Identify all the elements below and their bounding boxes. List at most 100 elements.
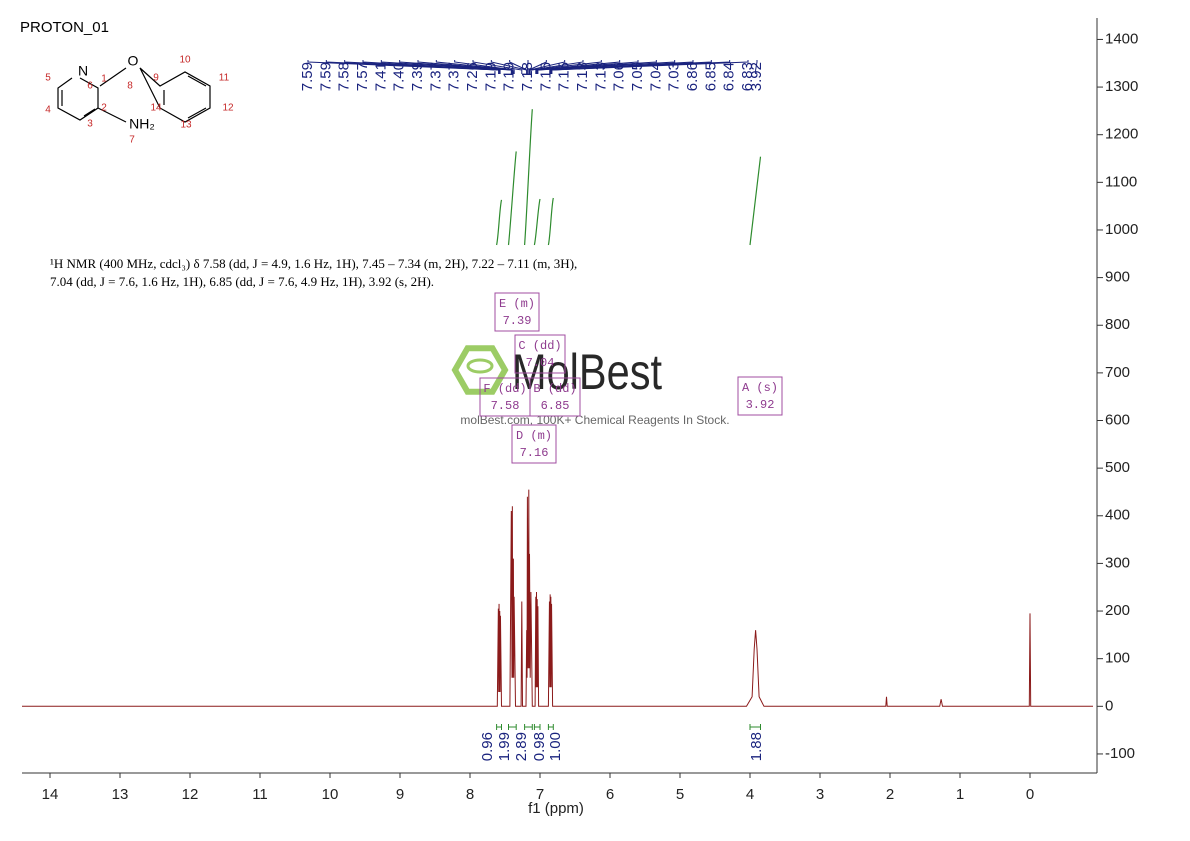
atom-number: 11 (219, 73, 230, 84)
peak-label: 7.13 (592, 62, 609, 91)
peak-leader (526, 60, 529, 74)
y-tick-label: 1400 (1105, 30, 1138, 47)
peak-label: 6.84 (721, 62, 738, 91)
y-tick-label: 1300 (1105, 78, 1138, 95)
x-tick-label: 10 (322, 786, 339, 803)
y-tick-label: 1000 (1105, 221, 1138, 238)
peak-label: 7.03 (666, 62, 683, 91)
atom-number: 12 (222, 103, 234, 114)
peak-leader (755, 60, 758, 74)
x-tick-label: 0 (1026, 786, 1034, 803)
peak-label: 6.83 (739, 62, 756, 91)
x-tick-label: 2 (886, 786, 894, 803)
y-tick-label: 700 (1105, 364, 1130, 381)
integral-bracket (496, 724, 502, 730)
peak-label: 7.26 (464, 62, 481, 91)
peak-label: 7.06 (611, 62, 628, 91)
x-tick-label: 3 (816, 786, 824, 803)
watermark-logo (466, 358, 494, 374)
integral-bracket (533, 724, 541, 730)
integral-bracket (547, 724, 554, 730)
integral-label: 1.99 (496, 732, 513, 761)
atom-number: 14 (150, 103, 162, 114)
integral-bracket (508, 724, 517, 730)
x-tick-label: 13 (112, 786, 129, 803)
peak-label: 6.86 (684, 62, 701, 91)
atom-label: NH₂ (129, 116, 155, 132)
peak-label: 7.37 (446, 62, 463, 91)
peak-leader (535, 60, 621, 74)
peak-leader (472, 60, 523, 74)
x-tick-label: 11 (252, 786, 268, 803)
atom-number: 4 (45, 105, 51, 116)
watermark-title: MolBest (512, 344, 662, 400)
description: 7.04 (dd, J = 7.6, 1.6 Hz, 1H), 6.85 (dd… (50, 274, 434, 289)
multiplet-name: A (s) (742, 381, 778, 395)
peak-label: 3.92 (748, 62, 765, 91)
integral-curve (524, 109, 533, 246)
atom-label: O (128, 53, 139, 69)
multiplet-shift: 7.39 (503, 314, 532, 328)
x-tick-label: 9 (396, 786, 404, 803)
peak-leader (551, 60, 749, 74)
multiplet-name: F (dd) (483, 382, 526, 396)
x-axis-label: f1 (ppm) (528, 800, 584, 817)
x-tick-label: 1 (956, 786, 964, 803)
atom-number: 5 (45, 73, 51, 84)
multiplet-shift: 7.58 (491, 399, 520, 413)
peak-label: 7.40 (391, 62, 408, 91)
peak-leader (530, 60, 602, 74)
atom-label: N (78, 63, 88, 79)
x-tick-label: 14 (42, 786, 59, 803)
integral-label: 1.00 (547, 732, 564, 761)
integral-bracket (749, 724, 761, 730)
watermark-logo (451, 345, 509, 395)
atom-number: 10 (179, 55, 191, 66)
peak-label: 7.59 (299, 62, 316, 91)
peak-leader (362, 60, 501, 74)
multiplet-name: B (dd) (533, 382, 576, 396)
description: ¹H NMR (400 MHz, cdcl₃) δ 7.58 (dd, J = … (50, 256, 577, 271)
peak-leader (536, 60, 657, 74)
multiplet-box (529, 377, 581, 417)
peak-label: 7.57 (354, 62, 371, 91)
atom-number: 3 (87, 119, 93, 130)
multiplet-box (514, 334, 566, 374)
atom-number: 6 (87, 81, 93, 92)
atom-number: 8 (127, 81, 133, 92)
integral-label: 0.96 (479, 732, 496, 761)
peak-label: 7.19 (482, 62, 499, 91)
y-tick-label: 100 (1105, 650, 1130, 667)
y-tick-label: 300 (1105, 554, 1130, 571)
peak-label: 7.05 (629, 62, 646, 91)
y-tick-label: 200 (1105, 602, 1130, 619)
x-tick-label: 4 (746, 786, 754, 803)
integral-curve (496, 199, 503, 246)
integral-curve (547, 197, 554, 246)
atom-number: 9 (153, 73, 159, 84)
peak-leader (537, 60, 676, 74)
peak-label: 7.39 (409, 62, 426, 91)
multiplet-shift: 7.04 (526, 356, 555, 370)
multiplet-name: E (m) (499, 297, 535, 311)
x-tick-label: 7 (536, 786, 544, 803)
multiplet-name: C (dd) (518, 339, 561, 353)
atom-number: 1 (101, 74, 107, 85)
integral-bracket (524, 724, 533, 730)
y-tick-label: 800 (1105, 316, 1130, 333)
peak-leader (536, 60, 639, 74)
y-tick-label: 1100 (1105, 173, 1137, 190)
y-tick-label: 500 (1105, 459, 1130, 476)
x-tick-label: 5 (676, 786, 684, 803)
peak-label: 7.37 (427, 62, 444, 91)
multiplet-box (737, 376, 783, 416)
integral-label: 0.98 (531, 732, 548, 761)
chart-title: PROTON_01 (20, 19, 109, 36)
peak-label: 6.85 (702, 62, 719, 91)
peak-leader (344, 60, 500, 74)
x-tick-label: 8 (466, 786, 474, 803)
integral-curve (533, 198, 541, 246)
peak-label: 7.59 (317, 62, 334, 91)
multiplet-box (511, 424, 557, 464)
atom-number: 2 (101, 103, 107, 114)
